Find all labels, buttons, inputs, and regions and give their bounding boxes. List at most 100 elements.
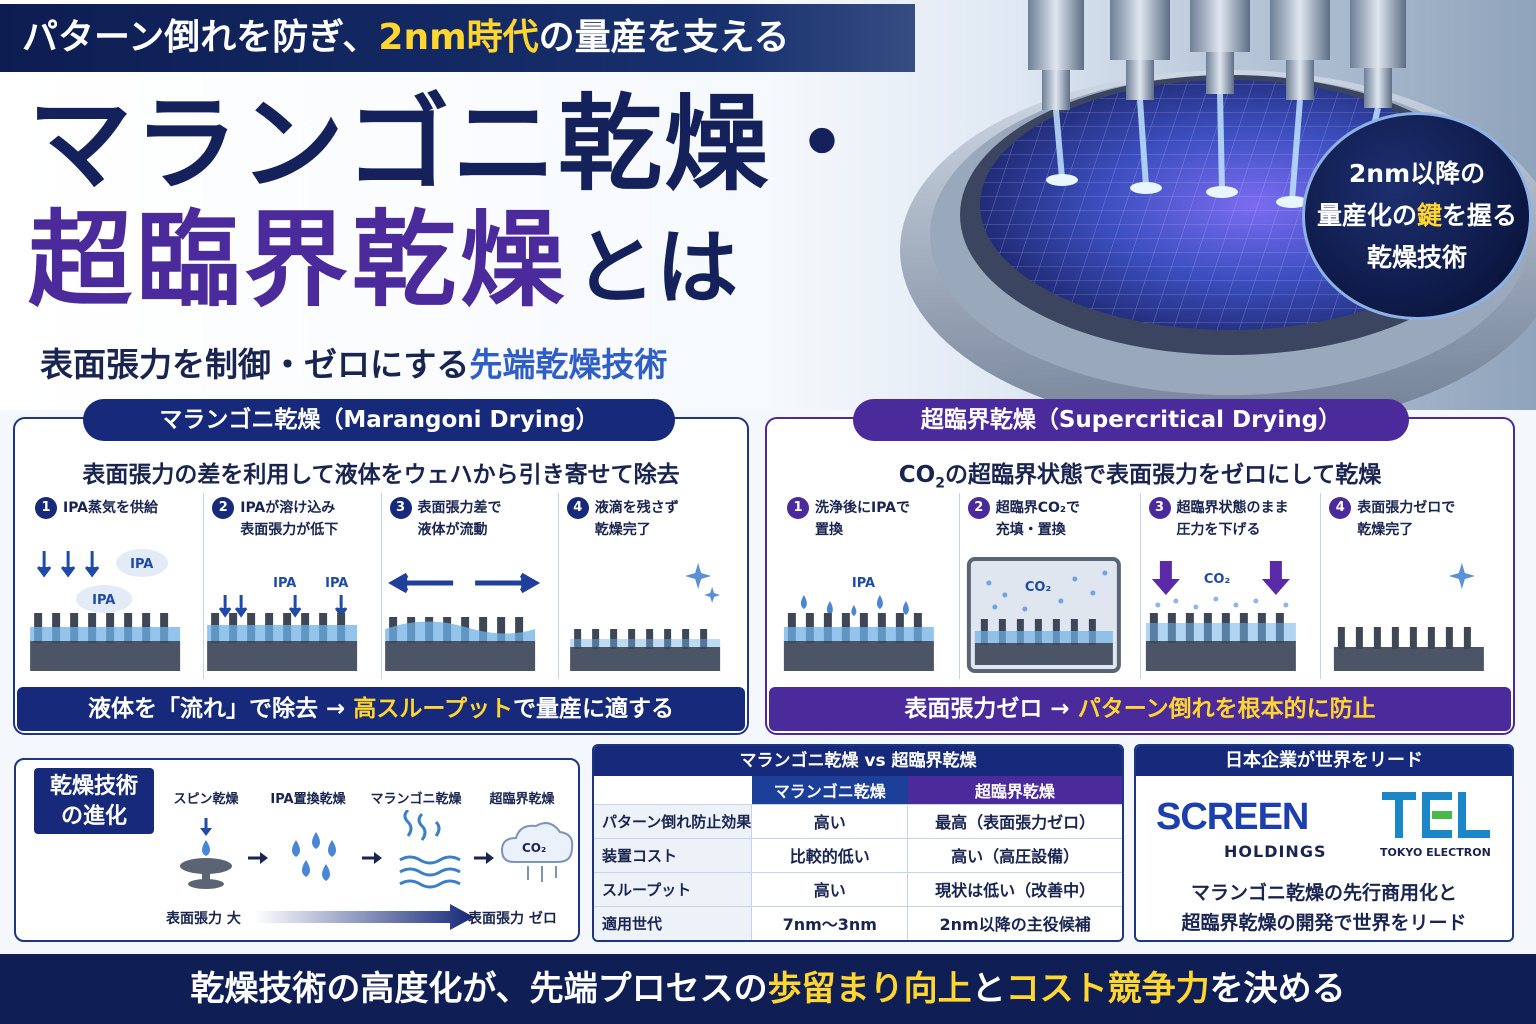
step-line-1: 液滴を残さず	[594, 500, 679, 516]
cell-marangoni: 高い	[751, 871, 909, 906]
supercritical-tab: 超臨界乾燥（Supercritical Drying）	[853, 399, 1409, 441]
ipa-vapor-supply-icon: IPA IPA	[30, 549, 181, 671]
co2-label: CO₂	[1025, 580, 1051, 595]
supercritical-footer-pre: 表面張力ゼロ →	[904, 696, 1078, 722]
bottom-text-pre: 乾燥技術の高度化が、先端プロセスの	[190, 969, 768, 1009]
row-label: 装置コスト	[594, 837, 752, 872]
table-row: 装置コスト 比較的低い 高い（高圧設備）	[594, 837, 1122, 872]
pressure-release-icon: CO₂	[1145, 561, 1296, 671]
table-header-row: マランゴニ乾燥 超臨界乾燥	[594, 776, 1122, 804]
marangoni-step-3: 3 表面張力差で 液体が流動	[382, 493, 559, 679]
step-line-1: IPAが溶け込み	[240, 500, 336, 516]
ipa-droplets-icon	[292, 832, 336, 881]
step-number: 2	[212, 497, 235, 519]
co2-label: CO₂	[1203, 572, 1229, 587]
subtitle: 表面張力を制御・ゼロにする先端乾燥技術	[40, 338, 667, 386]
supercritical-lead: CO2の超臨界状態で表面張力をゼロにして乾燥	[767, 455, 1513, 492]
table-row: スループット 高い 現状は低い（改善中）	[594, 871, 1122, 906]
step-line-1: 洗浄後にIPAで	[815, 500, 911, 516]
bottom-text-post: を決める	[1209, 969, 1346, 1009]
step-text: 表面張力ゼロで 乾燥完了	[1357, 497, 1455, 541]
comparison-table-panel: マランゴニ乾燥 vs 超臨界乾燥 マランゴニ乾燥 超臨界乾燥 パターン倒れ防止効…	[592, 744, 1124, 942]
banner-text-pre: パターン倒れを防ぎ、	[22, 17, 379, 58]
step-number: 2	[967, 497, 990, 519]
badge-line-2-highlight: 鍵	[1416, 201, 1442, 230]
step-line-1: 超臨界CO₂で	[995, 500, 1081, 516]
step-line-2: 乾燥完了	[1357, 522, 1414, 538]
lead-co: CO	[898, 462, 936, 488]
step-heading: 4 液滴を残さず 乾燥完了	[566, 497, 679, 541]
tel-logo-subtitle: TOKYO ELECTRON	[1380, 846, 1491, 859]
companies-title: 日本企業が世界をリード	[1136, 746, 1512, 776]
step-text: 洗浄後にIPAで 置換	[815, 497, 910, 541]
marangoni-steps: 1 IPA蒸気を供給 IPA IPA 2 IPAが溶け込み 表面張力が低下 IPA I…	[27, 493, 735, 679]
bottom-highlight-2: コスト競争力	[1005, 969, 1210, 1009]
dry-complete-icon	[1334, 563, 1485, 671]
supercritical-panel: 超臨界乾燥（Supercritical Drying） CO2の超臨界状態で表面…	[765, 399, 1515, 735]
companies-description: マランゴニ乾燥の先行商用化と 超臨界乾燥の開発で世界をリード	[1136, 878, 1512, 938]
spin-dryer-icon	[180, 818, 232, 889]
badge-line-2: 量産化の鍵を握る	[1305, 195, 1529, 237]
table-header-empty	[594, 776, 752, 804]
table-row: 適用世代 7nm〜3nm 2nm以降の主役候補	[594, 905, 1122, 940]
top-banner: パターン倒れを防ぎ、2nm時代の量産を支える	[0, 4, 915, 72]
evolution-item-supercritical: 超臨界乾燥	[489, 792, 555, 807]
ipa-label: IPA	[92, 593, 115, 608]
marangoni-footer-highlight: 高スループット	[353, 696, 513, 722]
cell-supercritical: 高い（高圧設備）	[907, 837, 1122, 872]
supercritical-footer: 表面張力ゼロ → パターン倒れを根本的に防止	[769, 687, 1511, 731]
comparison-title: マランゴニ乾燥 vs 超臨界乾燥	[594, 746, 1122, 776]
bottom-text-mid: と	[971, 969, 1006, 1009]
cell-marangoni: 7nm〜3nm	[751, 905, 909, 940]
evolution-icons: CO₂	[180, 810, 574, 889]
row-label: 適用世代	[594, 905, 752, 940]
step-heading: 3 表面張力差で 液体が流動	[389, 497, 502, 541]
supercritical-step-1: 1 洗浄後にIPAで 置換 IPA	[779, 493, 960, 679]
supercritical-steps: 1 洗浄後にIPAで 置換 IPA 2 超臨界CO₂で 充填・置換 CO₂ 3 超臨界状態…	[779, 493, 1501, 679]
step-line-1: 表面張力差で	[417, 500, 502, 516]
step-heading: 1 洗浄後にIPAで 置換	[787, 497, 910, 541]
title-line-2-suffix: とは	[574, 221, 739, 316]
subtitle-pre: 表面張力を制御・ゼロにする	[40, 345, 470, 384]
step-heading: 3 超臨界状態のまま 圧力を下げる	[1148, 497, 1289, 541]
step-number: 3	[1148, 497, 1171, 519]
cell-marangoni: 比較的低い	[751, 837, 909, 872]
bottom-highlight-1: 歩留まり向上	[767, 969, 972, 1009]
marangoni-panel: マランゴニ乾燥（Marangoni Drying） 表面張力の差を利用して液体を…	[13, 399, 749, 735]
marangoni-step-4: 4 液滴を残さず 乾燥完了	[559, 493, 735, 679]
surface-tension-gradient-arrow	[254, 904, 474, 930]
cell-marangoni: 高い	[751, 803, 909, 838]
badge-line-3: 乾燥技術	[1366, 243, 1467, 272]
step-line-2: 圧力を下げる	[1176, 522, 1261, 538]
badge-line-2-post: を握る	[1442, 201, 1518, 230]
marangoni-flow-icon	[399, 810, 461, 889]
title-line-2: 超臨界乾燥とは	[28, 200, 738, 351]
evolution-item-ipa: IPA置換乾燥	[270, 792, 346, 807]
marangoni-footer-post: で量産に適する	[512, 696, 674, 722]
step-line-2: 充填・置換	[995, 522, 1066, 538]
companies-description-line-2: 超臨界乾燥の開発で世界をリード	[1181, 912, 1467, 934]
row-label: スループット	[594, 871, 752, 906]
title-line-1: マランゴニ乾燥・	[28, 83, 877, 205]
step-number: 1	[787, 497, 809, 519]
step-text: 超臨界CO₂で 充填・置換	[996, 497, 1080, 541]
step-number: 1	[35, 497, 57, 519]
evolution-tag-line-2: の進化	[60, 804, 127, 829]
step-line-2: 液体が流動	[417, 522, 488, 538]
step-text: IPA蒸気を供給	[63, 497, 158, 519]
co2-cloud-icon: CO₂	[500, 822, 574, 882]
step-text: 表面張力差で 液体が流動	[418, 497, 502, 541]
step-line-2: 置換	[815, 522, 843, 538]
step-number: 4	[1329, 497, 1352, 519]
step-heading: 4 表面張力ゼロで 乾燥完了	[1329, 497, 1455, 541]
step-line-1: 表面張力ゼロで	[1357, 500, 1456, 516]
marangoni-step-1: 1 IPA蒸気を供給 IPA IPA	[27, 493, 205, 679]
badge-line-2-pre: 量産化の	[1316, 201, 1417, 230]
lead-subscript: 2	[935, 475, 945, 492]
screen-logo: SCREEN	[1156, 796, 1309, 838]
step-line-2: 表面張力が低下	[240, 522, 339, 538]
banner-text-highlight: 2nm時代	[378, 17, 539, 58]
supercritical-footer-highlight: パターン倒れを根本的に防止	[1077, 696, 1376, 722]
step-heading: 1 IPA蒸気を供給	[35, 497, 158, 519]
ipa-label: IPA	[325, 576, 348, 591]
